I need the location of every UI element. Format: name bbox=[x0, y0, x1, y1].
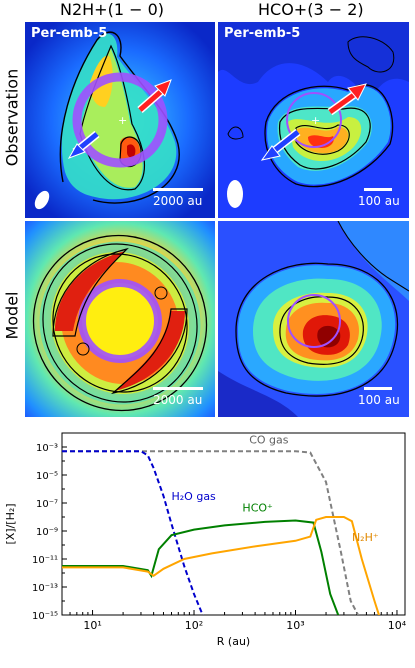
x-tick-label: 10² bbox=[185, 619, 203, 632]
y-tick-label: 10⁻⁹ bbox=[36, 527, 58, 538]
y-axis-label: [X]/[H₂] bbox=[4, 503, 17, 544]
y-tick-label: 10⁻¹⁵ bbox=[32, 611, 58, 622]
panel-obs-hco-scale: 100 au bbox=[358, 194, 400, 208]
panel-obs-n2h-source: Per-emb-5 bbox=[31, 26, 108, 41]
x-tick-label: 10³ bbox=[286, 619, 304, 632]
series-annotation: HCO⁺ bbox=[242, 501, 273, 514]
panel-model-n2h-scalebar bbox=[153, 387, 203, 390]
series-line-co-gas bbox=[62, 450, 360, 615]
series-line-hco- bbox=[62, 519, 340, 615]
column-title-n2h-text: N2H+(1 − 0) bbox=[60, 0, 165, 19]
panel-model-hco: 100 au bbox=[218, 221, 409, 417]
svg-text:+: + bbox=[311, 114, 320, 127]
outflow-arrow-blue-1 bbox=[67, 130, 100, 159]
outflow-arrow-blue-2 bbox=[260, 128, 301, 161]
svg-text:+: + bbox=[118, 114, 127, 127]
panel-model-n2h-scale: 2000 au bbox=[153, 393, 203, 407]
x-tick-label: 10⁴ bbox=[388, 619, 407, 632]
panel-obs-hco: + Per-emb-5 100 au bbox=[218, 22, 409, 218]
x-axis-label: R (au) bbox=[217, 635, 250, 648]
panel-model-hco-scale: 100 au bbox=[358, 393, 400, 407]
series-line-n-h- bbox=[62, 516, 381, 615]
outflow-arrow-red-1 bbox=[137, 79, 172, 114]
panel-model-n2h: 2000 au bbox=[25, 221, 215, 417]
panel-obs-hco-scalebar bbox=[364, 188, 392, 191]
panel-model-hco-scalebar bbox=[364, 387, 392, 390]
column-title-hco: HCO+(3 − 2) bbox=[258, 0, 364, 19]
abundance-chart-svg: 10¹ 10² 10³ 10⁴ 10⁻¹⁵ 10⁻¹³ 10⁻¹¹ 10⁻⁹ 10⁻⁷ 10⁻⁵ 1… bbox=[4, 432, 407, 648]
series-annotation: N₂H⁺ bbox=[352, 531, 379, 544]
panel-obs-hco-image: + bbox=[218, 22, 409, 218]
panel-model-n2h-image bbox=[25, 221, 215, 417]
row-label-observation: Observation bbox=[2, 68, 22, 167]
panel-obs-n2h: + Per-emb-5 2000 au bbox=[25, 22, 215, 218]
outflow-arrow-red-2 bbox=[327, 83, 367, 116]
panel-obs-n2h-scalebar bbox=[153, 188, 203, 191]
panel-obs-n2h-image: + bbox=[25, 22, 215, 218]
y-tick-label: 10⁻¹³ bbox=[32, 583, 58, 594]
y-tick-label: 10⁻⁷ bbox=[36, 499, 58, 510]
y-tick-label: 10⁻³ bbox=[36, 443, 58, 454]
row-label-model: Model bbox=[2, 291, 22, 340]
chart-frame bbox=[61, 432, 406, 616]
y-tick-label: 10⁻⁵ bbox=[36, 471, 58, 482]
series-annotation: H₂O gas bbox=[172, 490, 217, 503]
y-tick-label: 10⁻¹¹ bbox=[32, 555, 58, 566]
series-annotation: CO gas bbox=[249, 434, 289, 447]
series-line-h-o-gas bbox=[62, 450, 204, 615]
abundance-chart: 10¹ 10² 10³ 10⁴ 10⁻¹⁵ 10⁻¹³ 10⁻¹¹ 10⁻⁹ 10⁻⁷ 10⁻⁵ 1… bbox=[0, 425, 415, 664]
panel-model-hco-image bbox=[218, 221, 409, 417]
panel-obs-n2h-scale: 2000 au bbox=[153, 194, 203, 208]
column-title-hco-text: HCO+(3 − 2) bbox=[258, 0, 364, 19]
panel-obs-hco-source: Per-emb-5 bbox=[224, 26, 301, 41]
x-tick-label: 10¹ bbox=[83, 619, 101, 632]
column-title-n2h: N2H+(1 − 0) bbox=[60, 0, 164, 19]
